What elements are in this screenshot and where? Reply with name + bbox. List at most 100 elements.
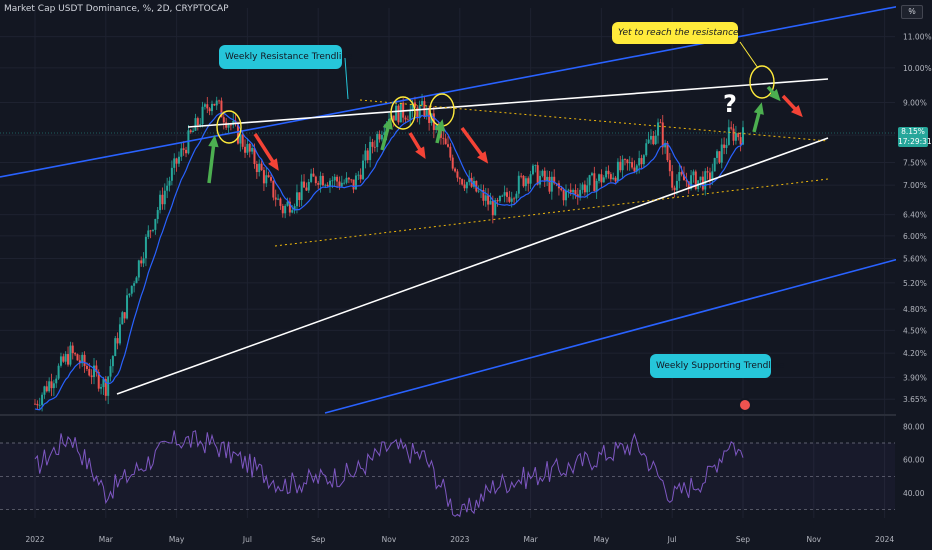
candle-body [742, 127, 744, 145]
candle-body [194, 118, 197, 131]
candle-body [529, 174, 532, 184]
candle-body [503, 192, 506, 196]
price-tick-label: 6.00% [903, 232, 927, 241]
candle-body [588, 175, 591, 186]
candle-body [708, 172, 711, 181]
time-tick-label: 2023 [450, 535, 469, 544]
candle-body [156, 210, 159, 220]
price-tick-label: 11.00% [903, 33, 932, 42]
candle-body [222, 117, 225, 123]
candle-body [36, 403, 39, 406]
candle-body [312, 173, 315, 177]
candle-body [399, 102, 402, 123]
percent-scale-button[interactable]: % [901, 5, 923, 19]
time-tick-label: Mar [99, 535, 114, 544]
candle-body [572, 190, 575, 193]
candle-body [380, 134, 383, 140]
candle-body [265, 175, 268, 184]
candle-body [189, 130, 192, 133]
candle-body [281, 205, 284, 214]
price-tick-label: 9.00% [903, 99, 927, 108]
candle-body [376, 134, 379, 148]
candle-body [678, 172, 681, 181]
candle-body [647, 139, 650, 144]
candle-body [732, 128, 735, 141]
candle-body [107, 376, 110, 396]
candle-body [286, 201, 289, 206]
candle-body [59, 356, 62, 366]
candle-body [371, 141, 374, 147]
candle-body [673, 187, 676, 191]
candle-body [730, 127, 733, 129]
candle-body [683, 174, 685, 181]
down-arrow-head [791, 105, 803, 118]
yet-to-reach-callout: Yet to reach the resistance. [612, 22, 741, 44]
candle-body [126, 295, 129, 319]
candle-body [510, 198, 513, 202]
candle-body [406, 119, 409, 121]
candle-body [567, 189, 570, 191]
bar-countdown: 17:29:31 [898, 137, 932, 146]
candle-body [116, 338, 119, 344]
candle-body [272, 180, 275, 198]
candle-body [392, 115, 395, 121]
candle-body [574, 190, 577, 195]
price-tick-label: 4.50% [903, 326, 927, 335]
candle-body [331, 180, 334, 182]
price-axis-bg [896, 0, 932, 550]
candle-body [624, 159, 626, 160]
candle-body [324, 184, 327, 186]
candle-body [144, 236, 147, 259]
time-tick-label: Nov [806, 535, 821, 544]
candle-body [225, 122, 228, 128]
callout-pointer [739, 41, 759, 69]
last-price-value: 8.15% [901, 127, 925, 136]
price-tick-label: 4.20% [903, 349, 927, 358]
question-mark: ? [723, 90, 737, 118]
candle-body [506, 192, 508, 197]
candle-body [458, 177, 461, 180]
candle-body [685, 180, 688, 182]
candle-body [288, 201, 291, 213]
candle-body [524, 178, 527, 187]
candle-body [196, 118, 199, 126]
candle-body [83, 354, 86, 366]
candle-body [168, 180, 171, 186]
up-arrow-head [382, 117, 393, 130]
candle-body [45, 386, 48, 392]
tradingview-logo-icon[interactable] [738, 398, 752, 412]
small-arrow-head [769, 89, 781, 102]
candle-body [378, 134, 381, 140]
candle-body [713, 157, 716, 172]
candle-body [170, 167, 173, 181]
candle-body [173, 158, 176, 168]
candle-body [364, 150, 367, 161]
price-tick-label: 5.20% [903, 279, 927, 288]
candle-body [612, 177, 615, 180]
up-arrow-head [753, 102, 764, 115]
candle-body [539, 175, 542, 185]
candle-body [619, 161, 622, 171]
candle-body [166, 185, 169, 191]
candle-body [675, 180, 678, 191]
candle-body [720, 144, 723, 163]
candle-body [244, 146, 247, 153]
candle-body [78, 360, 81, 364]
candle-body [336, 176, 339, 182]
candle-body [100, 387, 103, 389]
candle-body [338, 181, 341, 187]
candle-body [251, 148, 254, 152]
candle-body [456, 171, 459, 178]
candle-body [692, 171, 695, 176]
candle-body [307, 181, 310, 191]
candle-body [154, 219, 157, 230]
highlight-circle [749, 65, 775, 99]
candle-body [734, 133, 737, 141]
candle-body [201, 106, 204, 125]
candle-body [496, 200, 499, 202]
candle-body [739, 137, 742, 145]
candle-body [203, 104, 206, 107]
candle-body [123, 312, 126, 319]
arrows-layer [207, 85, 803, 184]
